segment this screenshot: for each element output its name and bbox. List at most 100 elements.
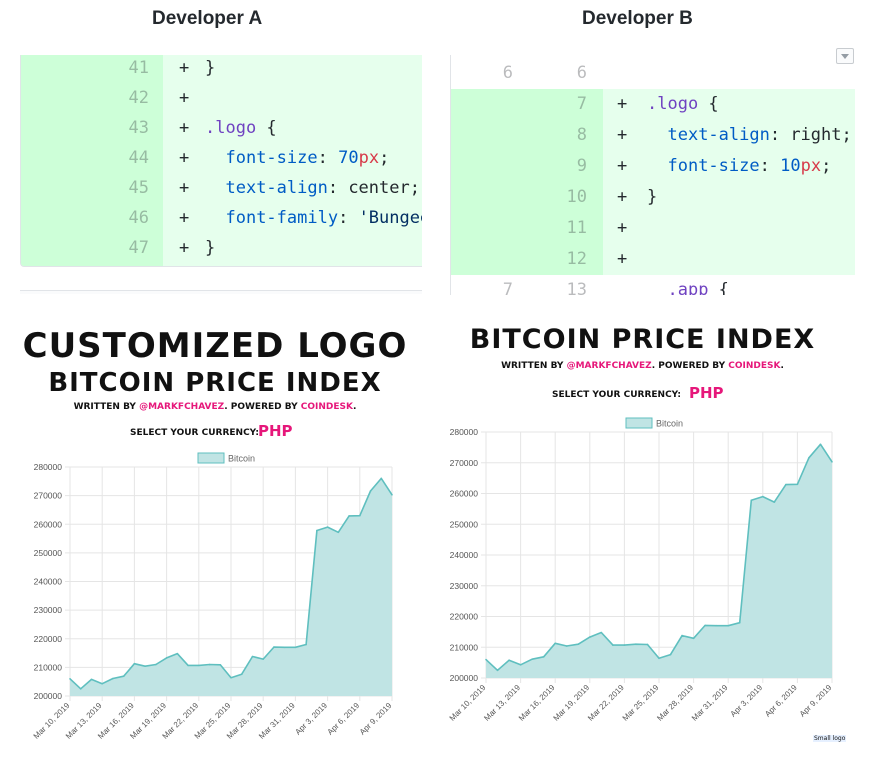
data-point — [337, 531, 340, 534]
diff-add-marker: + — [179, 88, 190, 108]
diff-add-marker: + — [179, 58, 190, 78]
currency-select[interactable]: PHP — [258, 422, 293, 440]
data-point — [519, 663, 522, 666]
currency-label: SELECT YOUR CURRENCY: — [552, 390, 682, 400]
author-link[interactable]: @MARKFCHAVEZ — [566, 361, 652, 371]
diff-line: 43 + .logo { — [21, 113, 422, 143]
currency-select[interactable]: PHP — [689, 384, 724, 402]
code-text: } — [205, 58, 216, 78]
diff-line: 11 + — [451, 213, 855, 244]
customized-logo-heading: CUSTOMIZED LOGO — [22, 326, 408, 366]
data-point — [623, 644, 626, 646]
old-line-number: 7 — [502, 280, 513, 295]
code-text: .logo { — [205, 118, 277, 138]
data-point — [600, 631, 603, 634]
gutter-old — [451, 89, 527, 120]
developer-a-diff: 41 +} 42 +43 + .logo {44 + font-size: 70px; 45 +… — [20, 55, 422, 267]
new-line-number: 10 — [566, 187, 587, 207]
coindesk-link[interactable]: COINDESK — [300, 402, 353, 412]
data-point — [762, 495, 764, 498]
data-point — [198, 664, 200, 667]
legend-label: Bitcoin — [656, 419, 683, 429]
small-logo: Small logo — [813, 735, 847, 742]
data-point — [692, 637, 695, 640]
data-point — [485, 658, 487, 661]
line-number: 43 — [128, 118, 149, 138]
author-link[interactable]: @MARKFCHAVEZ — [139, 402, 225, 412]
gutter-new — [527, 182, 603, 213]
data-point — [635, 643, 637, 645]
data-point — [577, 643, 580, 645]
data-point — [219, 663, 222, 666]
x-tick-label: Apr 6, 2019 — [763, 683, 799, 719]
diff-line: 7 + .logo { — [451, 89, 855, 120]
code-text: .app { — [667, 280, 729, 295]
data-point — [819, 443, 822, 446]
diff-add-marker: + — [179, 148, 190, 168]
x-tick-label: Apr 3, 2019 — [293, 701, 329, 737]
data-point — [79, 688, 82, 690]
line-number: 41 — [128, 58, 149, 78]
diff-add-marker: + — [617, 156, 628, 176]
data-point — [738, 621, 741, 624]
diff-separator — [20, 290, 422, 294]
data-point — [369, 490, 372, 492]
y-tick-label: 270000 — [450, 458, 479, 468]
currency-label: SELECT YOUR CURRENCY: — [130, 428, 260, 438]
y-tick-label: 270000 — [34, 491, 63, 501]
y-tick-label: 280000 — [450, 427, 479, 437]
x-tick-label: Apr 3, 2019 — [729, 683, 765, 719]
line-number: 45 — [128, 178, 149, 198]
bitcoin-area — [70, 478, 392, 696]
line-number: 42 — [128, 88, 149, 108]
diff-add-marker: + — [179, 208, 190, 228]
x-tick-label: Apr 9, 2019 — [358, 701, 394, 737]
diff-add-marker: + — [179, 238, 190, 258]
legend-swatch — [197, 452, 225, 464]
data-point — [715, 624, 718, 627]
code-text: font-family: 'Bungee — [225, 208, 422, 228]
data-point — [144, 665, 146, 668]
diff-line: 10 +} — [451, 182, 855, 213]
data-point — [704, 624, 706, 627]
data-point — [187, 664, 189, 667]
y-tick-label: 200000 — [450, 673, 479, 683]
diff-line: 41 +} — [21, 55, 422, 83]
developer-b-diff: 6 6 7 + .logo {8 + text-align: right; 9 + font-… — [450, 55, 855, 295]
data-point — [380, 477, 383, 480]
code-text: } — [205, 238, 216, 258]
diff-line: 47 +} — [21, 233, 422, 263]
data-point — [176, 652, 179, 655]
gutter-old — [451, 182, 527, 213]
code-text: font-size: 70px; — [225, 148, 390, 168]
diff-add-marker: + — [179, 178, 190, 198]
diff-gutter — [21, 55, 163, 266]
new-line-number: 11 — [566, 218, 587, 238]
y-tick-label: 240000 — [450, 550, 479, 560]
bitcoin-area — [486, 444, 832, 678]
bitcoin-price-chart-b: Bitcoin 200000 210000 220000 230000 240000 250… — [448, 417, 834, 723]
y-tick-label: 260000 — [34, 519, 63, 529]
data-point — [133, 662, 136, 665]
y-tick-label: 260000 — [450, 489, 479, 499]
new-line-number: 13 — [566, 280, 587, 295]
gutter-new — [527, 120, 603, 151]
gutter-old — [451, 151, 527, 182]
diff-add-marker: + — [179, 118, 190, 138]
data-point — [646, 643, 649, 646]
y-tick-label: 230000 — [34, 605, 63, 615]
y-tick-label: 200000 — [34, 691, 63, 701]
data-point — [208, 663, 211, 666]
data-point — [542, 655, 545, 658]
page-title: BITCOIN PRICE INDEX — [469, 324, 816, 355]
expand-diff-button[interactable] — [836, 48, 854, 64]
coindesk-link[interactable]: COINDESK — [728, 361, 781, 371]
code-text: font-size: 10px; — [667, 156, 832, 176]
x-tick-label: Apr 9, 2019 — [798, 683, 834, 719]
gutter-old — [451, 244, 527, 275]
y-tick-label: 210000 — [450, 642, 479, 652]
code-text: text-align: center; — [225, 178, 420, 198]
y-tick-label: 280000 — [34, 462, 63, 472]
byline: WRITTEN BY @MARKFCHAVEZ. POWERED BY COIN… — [10, 402, 420, 412]
